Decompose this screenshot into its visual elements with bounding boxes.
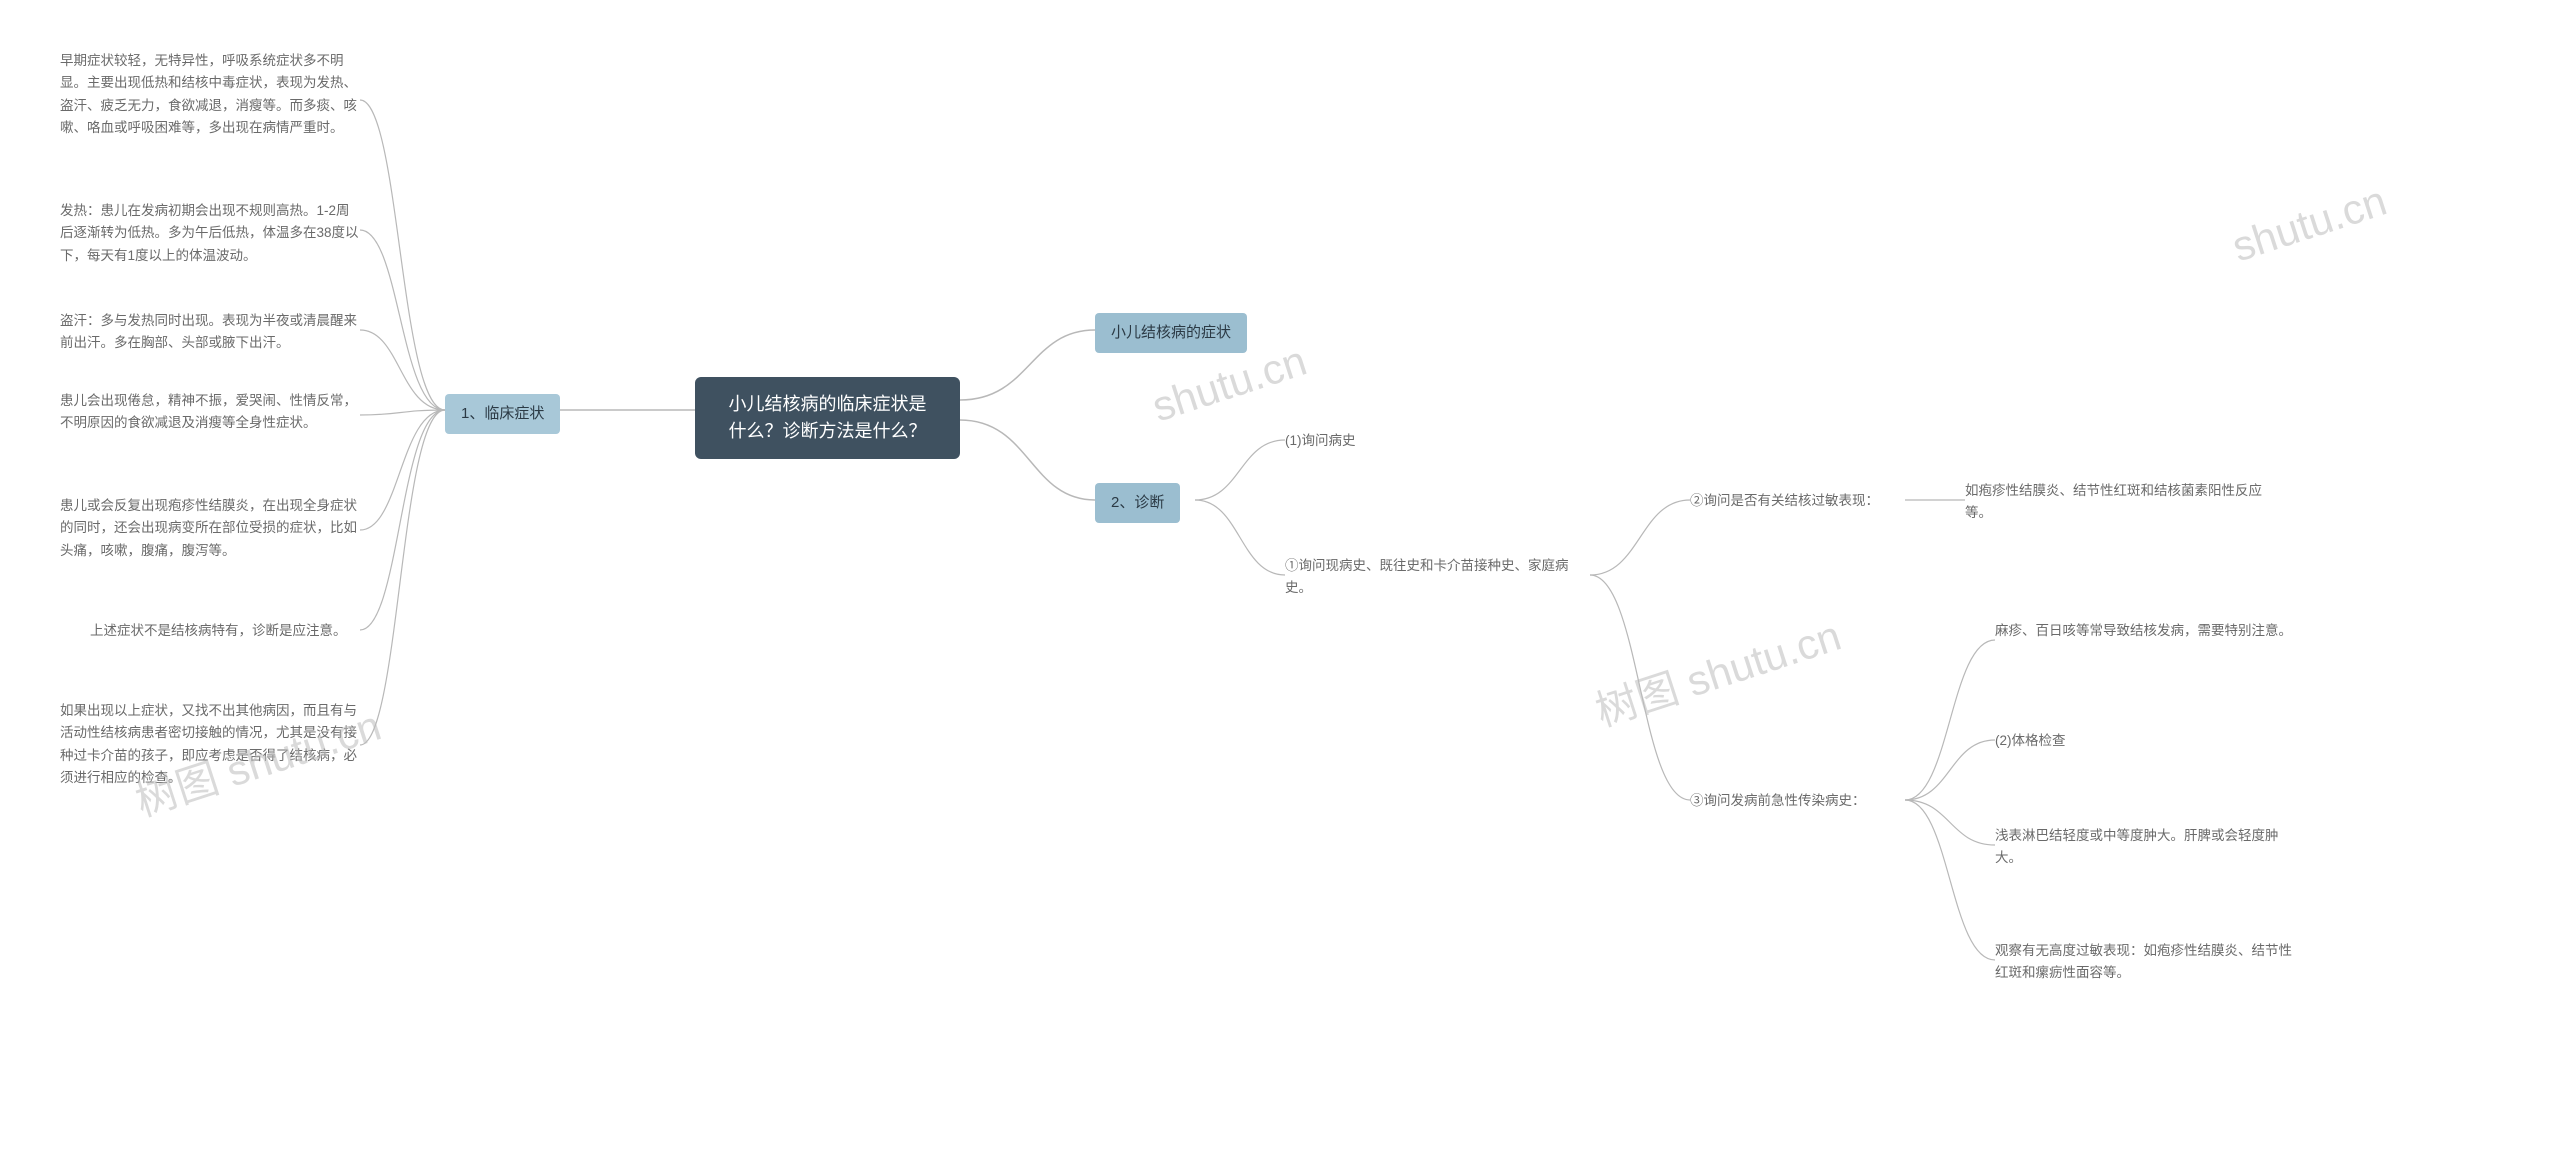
right-c3-label: ③询问发病前急性传染病史： <box>1690 790 1866 812</box>
watermark-3: shutu.cn <box>2226 177 2392 272</box>
right-branch-2[interactable]: 2、诊断 <box>1095 483 1180 523</box>
right-c2-leaf: 如疱疹性结膜炎、结节性红斑和结核菌素阳性反应等。 <box>1965 480 2265 525</box>
right-c2-label: ②询问是否有关结核过敏表现： <box>1690 490 1879 512</box>
root-line1: 小儿结核病的临床症状是 <box>729 394 927 414</box>
root-node[interactable]: 小儿结核病的临床症状是 什么？诊断方法是什么？ <box>695 377 960 459</box>
left-leaf-1: 发热：患儿在发病初期会出现不规则高热。1-2周后逐渐转为低热。多为午后低热，体温… <box>60 200 360 267</box>
left-leaf-3: 患儿会出现倦怠，精神不振，爱哭闹、性情反常，不明原因的食欲减退及消瘦等全身性症状… <box>60 390 360 435</box>
left-leaf-6: 如果出现以上症状，又找不出其他病因，而且有与活动性结核病患者密切接触的情况，尤其… <box>60 700 360 789</box>
right-branch-1-label: 小儿结核病的症状 <box>1111 324 1231 341</box>
right-c3-leaf-2: 浅表淋巴结轻度或中等度肿大。肝脾或会轻度肿大。 <box>1995 825 2295 870</box>
left-leaf-4: 患儿或会反复出现疱疹性结膜炎，在出现全身症状的同时，还会出现病变所在部位受损的症… <box>60 495 360 562</box>
left-branch-label: 1、临床症状 <box>461 405 544 422</box>
right-sub-b: ①询问现病史、既往史和卡介苗接种史、家庭病史。 <box>1285 555 1590 600</box>
right-c3-leaf-0: 麻疹、百日咳等常导致结核发病，需要特别注意。 <box>1995 620 2295 642</box>
right-sub-a: (1)询问病史 <box>1285 430 1356 452</box>
left-leaf-0: 早期症状较轻，无特异性，呼吸系统症状多不明显。主要出现低热和结核中毒症状，表现为… <box>60 50 360 139</box>
right-c3-leaf-3: 观察有无高度过敏表现：如疱疹性结膜炎、结节性红斑和瘰疬性面容等。 <box>1995 940 2295 985</box>
right-branch-1[interactable]: 小儿结核病的症状 <box>1095 313 1247 353</box>
left-branch[interactable]: 1、临床症状 <box>445 394 560 434</box>
right-c3-leaf-1: (2)体格检查 <box>1995 730 2295 752</box>
left-leaf-2: 盗汗：多与发热同时出现。表现为半夜或清晨醒来前出汗。多在胸部、头部或腋下出汗。 <box>60 310 360 355</box>
watermark-2: 树图 shutu.cn <box>1587 602 1848 739</box>
right-branch-2-label: 2、诊断 <box>1111 494 1164 511</box>
left-leaf-5: 上述症状不是结核病特有，诊断是应注意。 <box>90 620 370 642</box>
root-line2: 什么？诊断方法是什么？ <box>729 421 927 441</box>
